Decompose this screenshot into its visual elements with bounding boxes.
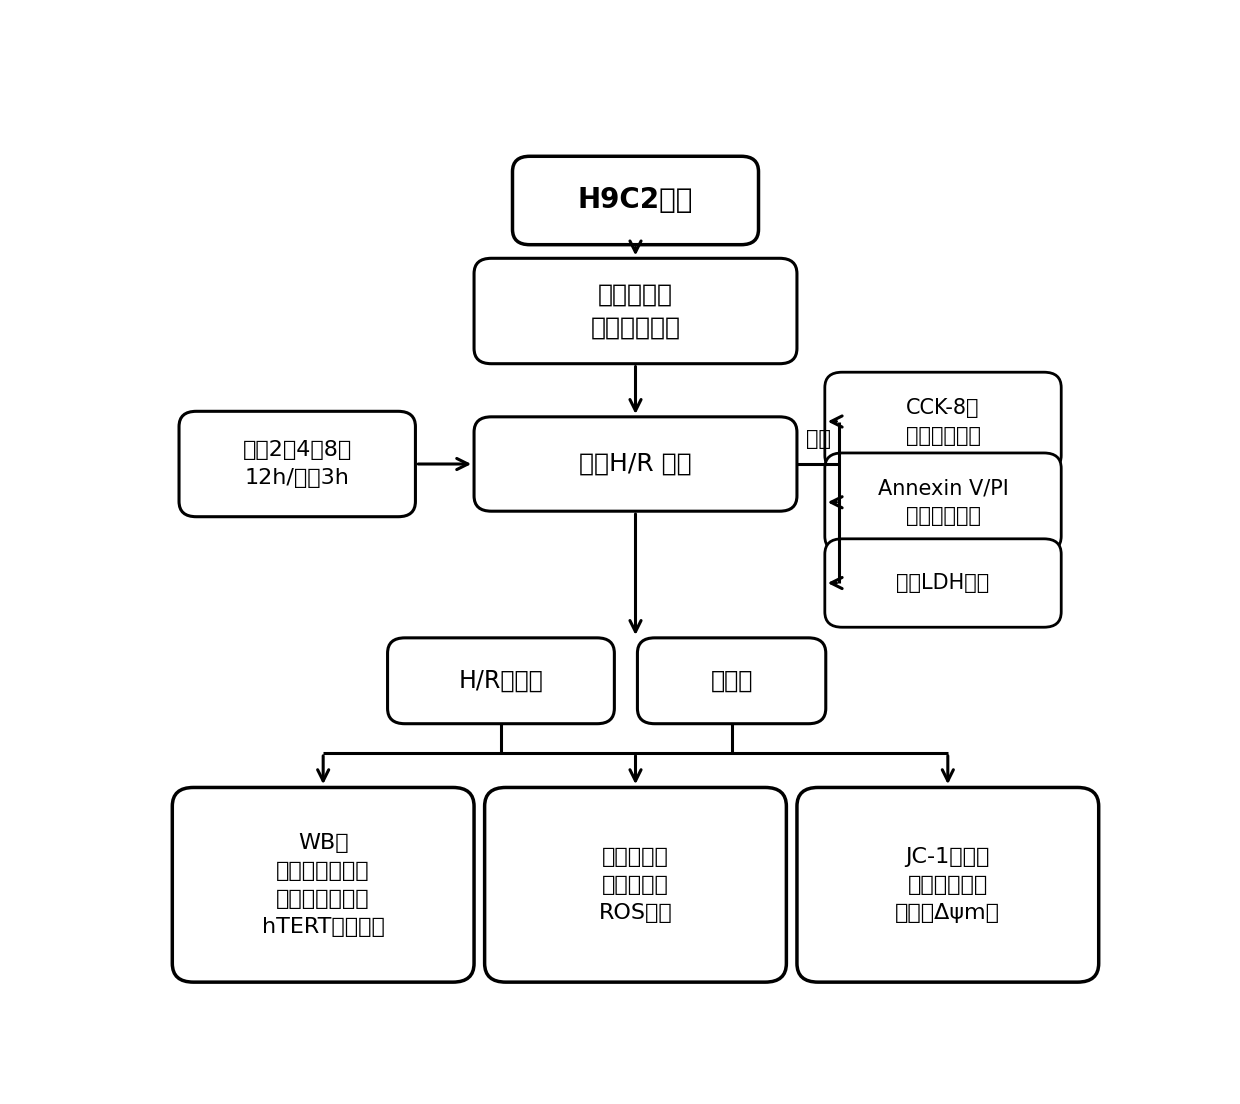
Text: 鉴定: 鉴定: [806, 428, 831, 448]
Text: JC-1染色法
测定线粒体膜
电位（Δψm）: JC-1染色法 测定线粒体膜 电位（Δψm）: [895, 847, 1001, 923]
Text: 流式细胞仪
检测线粒体
ROS水平: 流式细胞仪 检测线粒体 ROS水平: [599, 847, 672, 923]
FancyBboxPatch shape: [485, 787, 786, 983]
FancyBboxPatch shape: [512, 157, 759, 245]
Text: CCK-8法
检测细胞活力: CCK-8法 检测细胞活力: [905, 397, 981, 446]
Text: 空白组: 空白组: [711, 669, 753, 693]
Text: 细胞培养，
绘制生长曲线: 细胞培养， 绘制生长曲线: [590, 283, 681, 340]
FancyBboxPatch shape: [474, 417, 797, 511]
FancyBboxPatch shape: [637, 638, 826, 724]
FancyBboxPatch shape: [825, 453, 1061, 552]
FancyBboxPatch shape: [172, 787, 474, 983]
Text: H9C2细胞: H9C2细胞: [578, 187, 693, 214]
FancyBboxPatch shape: [825, 372, 1061, 470]
Text: WB法
分别检测线粒体
和细胞总蛋白中
hTERT的表达量: WB法 分别检测线粒体 和细胞总蛋白中 hTERT的表达量: [262, 832, 384, 937]
FancyBboxPatch shape: [474, 258, 797, 363]
FancyBboxPatch shape: [825, 539, 1061, 627]
FancyBboxPatch shape: [797, 787, 1099, 983]
FancyBboxPatch shape: [179, 412, 415, 517]
Text: Annexin V/PI
检测细胞凋亡: Annexin V/PI 检测细胞凋亡: [878, 478, 1008, 527]
Text: 检测LDH含量: 检测LDH含量: [897, 573, 990, 593]
FancyBboxPatch shape: [388, 638, 614, 724]
Text: H/R模型组: H/R模型组: [459, 669, 543, 693]
Text: 缺氧2、4、8、
12h/复氧3h: 缺氧2、4、8、 12h/复氧3h: [243, 440, 352, 488]
Text: 建立H/R 模型: 建立H/R 模型: [579, 452, 692, 476]
